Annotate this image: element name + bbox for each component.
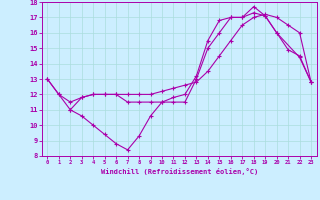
X-axis label: Windchill (Refroidissement éolien,°C): Windchill (Refroidissement éolien,°C) — [100, 168, 258, 175]
